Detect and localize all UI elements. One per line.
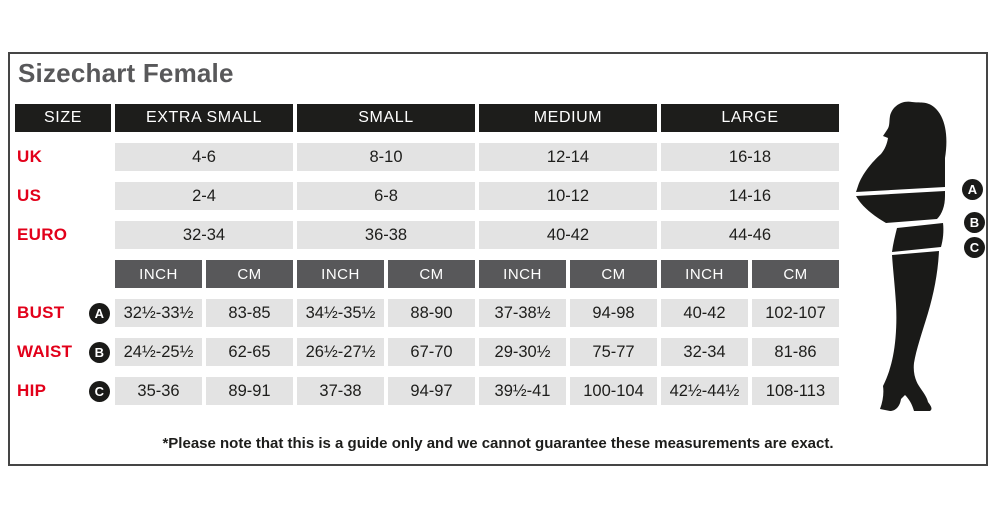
waist-s-cm: 67-70 — [388, 338, 475, 366]
hip-xs-cm: 89-91 — [206, 377, 293, 405]
unit-header-inch-s: INCH — [297, 260, 384, 288]
unit-header-cm-s: CM — [388, 260, 475, 288]
column-header-extra-small: EXTRA SMALL — [115, 104, 293, 132]
bust-m-inch: 37-38½ — [479, 299, 566, 327]
waist-l-inch: 32-34 — [661, 338, 748, 366]
waist-label: WAIST — [17, 342, 73, 361]
unit-header-cm-l: CM — [752, 260, 839, 288]
hip-s-inch: 37-38 — [297, 377, 384, 405]
bust-l-cm: 102-107 — [752, 299, 839, 327]
hip-m-cm: 100-104 — [570, 377, 657, 405]
column-header-large: LARGE — [661, 104, 839, 132]
uk-large: 16-18 — [661, 143, 839, 171]
waist-l-cm: 81-86 — [752, 338, 839, 366]
column-header-medium: MEDIUM — [479, 104, 657, 132]
waist-m-cm: 75-77 — [570, 338, 657, 366]
bust-label: BUST — [17, 303, 65, 322]
bust-xs-inch: 32½-33½ — [115, 299, 202, 327]
female-silhouette-legs — [880, 251, 939, 411]
uk-extra-small: 4-6 — [115, 143, 293, 171]
us-medium: 10-12 — [479, 182, 657, 210]
unit-header-cm-xs: CM — [206, 260, 293, 288]
hip-xs-inch: 35-36 — [115, 377, 202, 405]
unit-header-inch-xs: INCH — [115, 260, 202, 288]
hip-l-inch: 42½-44½ — [661, 377, 748, 405]
bust-xs-cm: 83-85 — [206, 299, 293, 327]
sizechart-table: SIZE EXTRA SMALL SMALL MEDIUM LARGE UK 4… — [15, 104, 839, 405]
hip-label: HIP — [17, 381, 47, 400]
us-extra-small: 2-4 — [115, 182, 293, 210]
page-title: Sizechart Female — [18, 58, 234, 88]
us-small: 6-8 — [297, 182, 475, 210]
row-label-us: US — [17, 186, 42, 205]
sizechart-panel: Sizechart Female SIZE EXTRA SMALL SMALL … — [8, 52, 988, 466]
hip-m-inch: 39½-41 — [479, 377, 566, 405]
hip-l-cm: 108-113 — [752, 377, 839, 405]
row-label-waist: WAIST B — [15, 338, 111, 366]
waist-s-inch: 26½-27½ — [297, 338, 384, 366]
unit-header-inch-l: INCH — [661, 260, 748, 288]
euro-extra-small: 32-34 — [115, 221, 293, 249]
figure-marker-c: C — [964, 237, 985, 258]
figure-marker-b: B — [964, 212, 985, 233]
female-figure-illustration — [856, 101, 947, 411]
female-silhouette-head-bust — [856, 101, 947, 192]
unit-header-cm-m: CM — [570, 260, 657, 288]
bust-s-inch: 34½-35½ — [297, 299, 384, 327]
column-header-size: SIZE — [15, 104, 111, 132]
figure-marker-a: A — [962, 179, 983, 200]
female-silhouette-torso — [856, 191, 945, 223]
euro-medium: 40-42 — [479, 221, 657, 249]
row-label-euro: EURO — [17, 225, 68, 244]
column-header-small: SMALL — [297, 104, 475, 132]
waist-xs-cm: 62-65 — [206, 338, 293, 366]
row-label-bust: BUST A — [15, 299, 111, 327]
bust-marker-a: A — [89, 302, 110, 324]
hip-marker-c: C — [89, 380, 110, 402]
unit-header-inch-m: INCH — [479, 260, 566, 288]
euro-large: 44-46 — [661, 221, 839, 249]
uk-medium: 12-14 — [479, 143, 657, 171]
unit-row-spacer — [15, 260, 111, 288]
waist-m-inch: 29-30½ — [479, 338, 566, 366]
disclaimer-note: *Please note that this is a guide only a… — [162, 435, 834, 452]
uk-small: 8-10 — [297, 143, 475, 171]
bust-s-cm: 88-90 — [388, 299, 475, 327]
bust-m-cm: 94-98 — [570, 299, 657, 327]
female-silhouette-hip — [892, 223, 944, 252]
euro-small: 36-38 — [297, 221, 475, 249]
row-label-hip: HIP C — [15, 377, 111, 405]
waist-marker-b: B — [89, 341, 110, 363]
hip-s-cm: 94-97 — [388, 377, 475, 405]
row-label-uk: UK — [17, 147, 43, 166]
bust-l-inch: 40-42 — [661, 299, 748, 327]
us-large: 14-16 — [661, 182, 839, 210]
waist-xs-inch: 24½-25½ — [115, 338, 202, 366]
